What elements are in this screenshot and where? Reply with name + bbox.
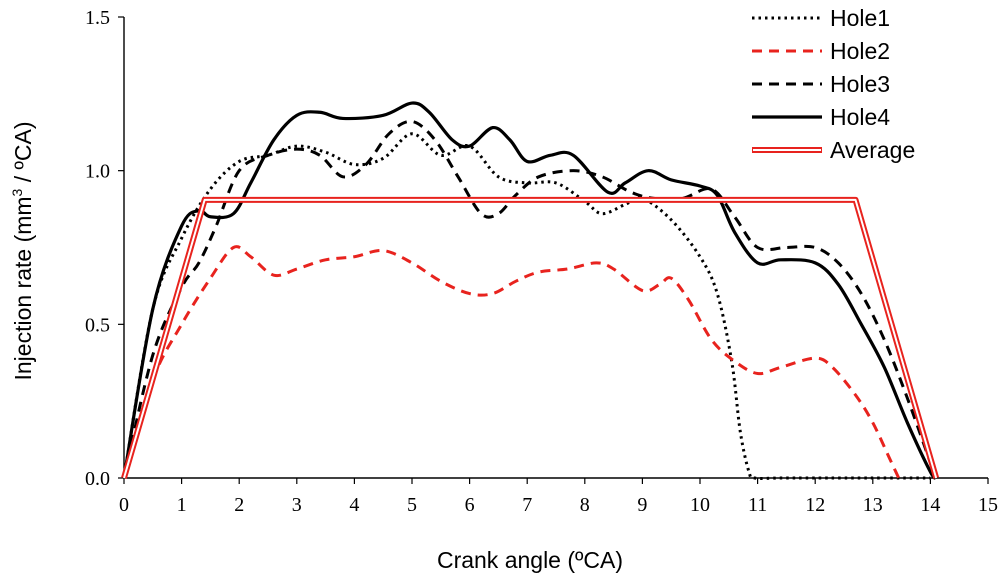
series-hole1-line <box>122 132 931 480</box>
y-axis-label-superscript: 3 <box>9 188 25 196</box>
legend-label-hole4: Hole4 <box>830 104 890 130</box>
y-tick-label: 1.0 <box>85 161 110 183</box>
legend: Hole1 Hole2 Hole3 Hole4 Average <box>752 5 915 163</box>
x-axis-label: Crank angle (ºCA) <box>437 547 623 573</box>
y-axis-label-main: Injection rate (mm <box>10 196 36 380</box>
y-axis-label: Injection rate (mm3 / ºCA) <box>9 121 36 380</box>
x-tick-label: 11 <box>748 494 767 516</box>
x-tick-label: 14 <box>920 494 940 516</box>
legend-label-hole3: Hole3 <box>830 71 890 97</box>
x-tick-label: 4 <box>349 494 359 516</box>
x-tick-label: 5 <box>407 494 417 516</box>
x-tick-label: 13 <box>863 494 883 516</box>
x-tick-label: 6 <box>465 494 475 516</box>
series-average-line <box>121 196 940 479</box>
y-tick-label: 0.0 <box>85 468 110 490</box>
series-layer <box>121 101 940 480</box>
x-tick-label: 1 <box>177 494 187 516</box>
x-tick-label: 8 <box>580 494 590 516</box>
x-tick-label: 10 <box>690 494 710 516</box>
series-average-line-inner <box>123 198 938 479</box>
x-tick-label: 2 <box>234 494 244 516</box>
y-axis-label-tail: / ºCA) <box>10 121 36 188</box>
x-tick-label: 9 <box>637 494 647 516</box>
x-ticks: 0 1 2 3 4 5 6 7 8 9 10 11 12 13 14 15 <box>119 478 998 516</box>
y-tick-label: 1.5 <box>85 7 110 29</box>
legend-label-average: Average <box>830 137 915 163</box>
x-tick-label: 0 <box>119 494 129 516</box>
x-tick-label: 15 <box>978 494 998 516</box>
y-ticks: 0.0 0.5 1.0 1.5 <box>85 7 124 490</box>
series-hole4-line <box>122 101 938 480</box>
series-hole2-line <box>122 245 901 479</box>
x-tick-label: 3 <box>292 494 302 516</box>
series-hole3-line <box>122 119 938 479</box>
legend-label-hole1: Hole1 <box>830 5 890 31</box>
legend-label-hole2: Hole2 <box>830 38 890 64</box>
plot-frame <box>123 17 988 479</box>
y-tick-label: 0.5 <box>85 314 110 336</box>
x-tick-label: 7 <box>522 494 532 516</box>
x-tick-label: 12 <box>805 494 825 516</box>
